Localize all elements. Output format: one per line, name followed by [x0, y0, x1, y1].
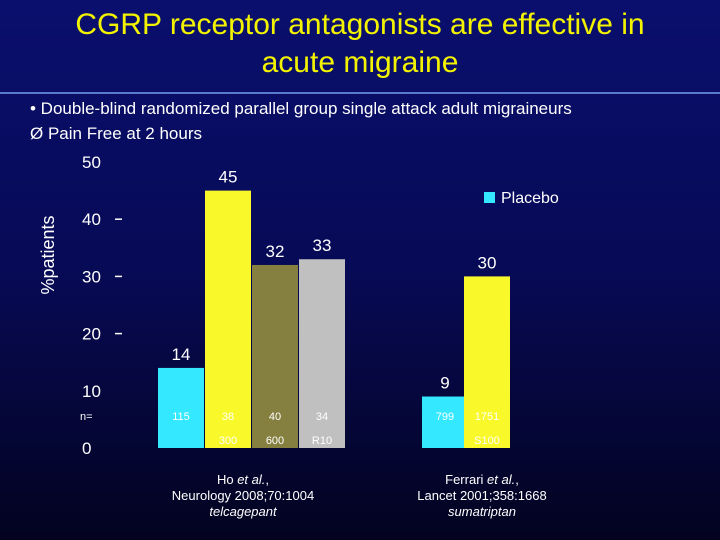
- bar-n-label: 38: [222, 411, 234, 423]
- bar-dose-label: 600: [266, 435, 284, 447]
- bar: [422, 396, 468, 448]
- title-line-2: acute migraine: [261, 46, 459, 79]
- bars: [158, 190, 510, 448]
- y-tick-label: 10: [82, 382, 101, 401]
- title-line-1: CGRP receptor antagonists are effective …: [75, 8, 645, 41]
- y-tick-label: 40: [82, 210, 101, 229]
- bar: [205, 190, 251, 448]
- reference-ferrari-authors: Ferrari et al.,: [445, 472, 519, 487]
- bar-n-label: 115: [172, 411, 190, 423]
- legend-swatch-placebo: [484, 192, 495, 203]
- y-tick-label: 20: [82, 325, 101, 344]
- bullet-endpoint: Ø Pain Free at 2 hours: [30, 124, 202, 143]
- bar-n-label: 40: [269, 411, 281, 423]
- y-tick-label: 30: [82, 267, 101, 286]
- bar-dose-label: S100: [474, 435, 500, 447]
- reference-ferrari-drug: sumatriptan: [448, 504, 516, 519]
- bar-n-label: 1751: [475, 411, 499, 423]
- bar-dose-label: 300: [219, 435, 237, 447]
- reference-ho-drug: telcagepant: [209, 504, 277, 519]
- reference-ferrari: Ferrari et al., Lancet 2001;358:1668 sum…: [382, 472, 582, 520]
- bar: [252, 264, 298, 448]
- title-divider: [0, 92, 720, 94]
- bar-value-label: 32: [266, 242, 285, 261]
- bullet-study-design: • Double-blind randomized parallel group…: [30, 99, 572, 118]
- bar: [158, 367, 204, 448]
- bar-dose-label: R10: [312, 435, 332, 447]
- n-label-prefix: n=: [80, 411, 93, 423]
- bar-value-label: 33: [313, 236, 332, 255]
- bar: [464, 276, 510, 448]
- bar-value-label: 14: [172, 345, 191, 364]
- bar-value-label: 30: [478, 253, 497, 272]
- n-labels: n= 115 38 300 40 600 34 R10 799 1751 S100: [80, 411, 500, 447]
- reference-ho-authors: Ho et al.,: [216, 472, 270, 487]
- reference-ferrari-journal: Lancet 2001;358:1668: [417, 488, 547, 503]
- y-axis-ticks: 0 10 20 30 40 50: [82, 153, 122, 458]
- bar-n-label: 799: [436, 411, 454, 423]
- bar-value-label: 9: [440, 374, 449, 393]
- y-tick-label: 0: [82, 439, 91, 458]
- legend: Placebo: [484, 190, 559, 208]
- reference-ho-journal: Neurology 2008;70:1004: [171, 488, 315, 503]
- value-labels: 14 45 32 33 9 30: [172, 168, 497, 393]
- slide-title: CGRP receptor antagonists are effective …: [0, 6, 720, 82]
- legend-label-placebo: Placebo: [501, 190, 559, 207]
- y-tick-label: 50: [82, 153, 101, 172]
- bar: [299, 259, 345, 448]
- bar-n-label: 34: [316, 411, 328, 423]
- reference-ho: Ho et al., Neurology 2008;70:1004 telcag…: [143, 472, 343, 520]
- bar-value-label: 45: [219, 168, 238, 187]
